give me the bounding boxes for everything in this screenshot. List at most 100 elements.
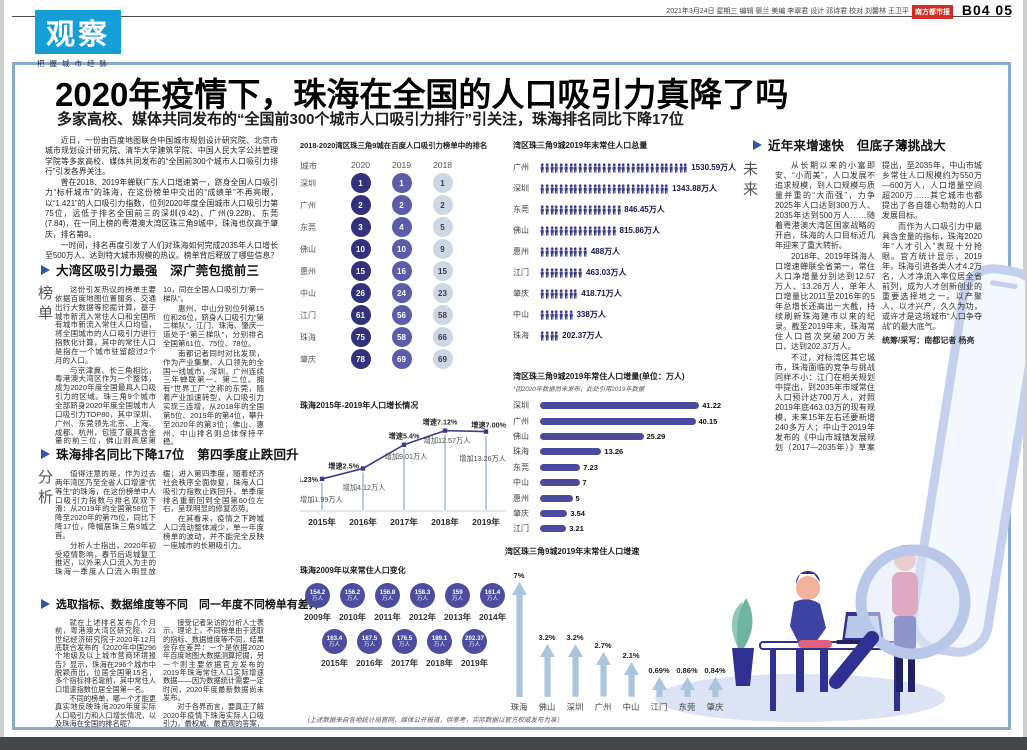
page-number: B04 05 (961, 2, 1013, 18)
person-icon (607, 204, 611, 215)
rank-circle: 26 (350, 283, 371, 303)
person-icon (550, 288, 554, 299)
person-icons (540, 204, 621, 216)
population-circle: 202.37 万人 (462, 629, 487, 654)
value-label: 338万人 (576, 310, 606, 319)
person-icon (636, 183, 640, 194)
population-circle-item: 163.4 万人 2015年 (317, 629, 352, 669)
year-label: 2016年 (355, 658, 383, 668)
population-circle-item: 156.8 万人 2011年 (370, 583, 405, 623)
bar (540, 448, 602, 456)
person-icon (554, 330, 559, 341)
masthead-tagline: 把握城市经脉 (37, 59, 112, 68)
person-icon (588, 183, 592, 194)
chart-title: 2018-2020湾区珠三角9城在百度人口吸引力榜单中的排名 (300, 141, 488, 150)
section-heading: 选取指标、数据维度等不同 同一年度不同榜单有差异 (41, 596, 320, 612)
section-heading: 大湾区吸引力最强 深广莞包揽前三 (41, 260, 264, 279)
person-icon (545, 288, 549, 299)
section-title: 珠海排名同比下降17位 第四季度止跌回升 (56, 448, 299, 462)
pictograph-row: 惠州 488万人 (513, 241, 729, 262)
person-icon (554, 162, 559, 173)
person-icon (540, 267, 544, 278)
pictograph-row: 佛山 815.86万人 (513, 220, 729, 241)
rank-circle: 2 (350, 195, 371, 215)
value-label: 7 (582, 478, 587, 488)
person-icon (550, 267, 554, 278)
paragraph: 不同的榜单，哪一个才能更真实地反映珠海2020年度实际人口吸引力和人口增长情况，… (55, 694, 156, 729)
table-row: 中山 26 24 23 (300, 282, 506, 304)
illustration (655, 264, 1025, 722)
section-title: 近年来增速快 但底子薄挑战大 (768, 139, 946, 153)
person-icon (574, 183, 578, 194)
city-label: 惠州 (300, 266, 316, 276)
person-icon (593, 225, 597, 236)
bar-row: 广州 40.15 (513, 413, 729, 428)
floor-platform (655, 674, 945, 722)
city-label: 江门 (513, 524, 529, 534)
person-icon (578, 225, 583, 236)
bar-row: 佛山 25.29 (513, 429, 729, 444)
rank-circle: 1 (391, 173, 412, 193)
person-icon (669, 162, 673, 173)
population-circle-item: 158.3 万人 2012年 (405, 583, 440, 623)
table-row: 珠海 75 58 66 (300, 326, 506, 348)
population-circle-item: 189.1 万人 2018年 (422, 629, 457, 669)
triangle-icon (753, 139, 762, 150)
pictograph-row: 江门 463.03万人 (513, 262, 729, 283)
data-label: 增加12.57万人 (424, 436, 471, 445)
population-circle-item: 202.37 万人 2019年 (457, 629, 492, 669)
population-circle: 163.4 万人 (322, 629, 347, 654)
circle-row: 154.2 万人 2009年 156.2 万人 2010年 156.8 万人 2011年 158.… (300, 583, 512, 623)
person-icon (578, 267, 583, 278)
pictograph-row: 中山 338万人 (513, 304, 729, 325)
year-label: 2015年 (320, 658, 348, 668)
rank-circle: 69 (432, 349, 453, 369)
population-circle-item: 154.2 万人 2009年 (300, 583, 335, 623)
person-icons (540, 162, 688, 174)
ranking-table-chart: 2018-2020湾区珠三角9城在百度人口吸引力榜单中的排名 城市 2020 201… (300, 140, 506, 370)
year-label: 2019年 (460, 658, 488, 668)
person-icon (545, 330, 549, 341)
person-icons (540, 225, 617, 237)
section-bangdan: 大湾区吸引力最强 深广莞包揽前三 这份引发热议的榜单主要依据百度地图位置服务、交… (41, 260, 264, 454)
person-icon (569, 183, 573, 194)
value-label: 40.15 (698, 416, 718, 426)
person-icon (554, 183, 559, 194)
person-icons (540, 330, 559, 342)
charts-footnote: （上述数据来自各地统计局官网、媒体公开报道，供参考，实际数据以官方权威发布为准） (303, 717, 563, 724)
paragraph: 对于各界而言，要真正了解2020年疫情下珠海实际人口吸引力，最权威、最直观的答案… (163, 702, 264, 729)
rank-circle: 61 (350, 305, 371, 325)
city-label: 深圳 (300, 178, 316, 188)
value-label: 463.03万人 (586, 268, 627, 277)
rank-circle: 3 (350, 217, 371, 237)
person-icon (631, 183, 635, 194)
person-icon (612, 225, 616, 236)
city-label: 广州 (513, 416, 529, 426)
person-icon (550, 309, 554, 320)
city-label: 广州 (513, 163, 529, 172)
section-fenxi: 珠海排名同比下降17位 第四季度止跌回升 值得注意的是，作为过去两年湾区乃至全省… (41, 444, 299, 582)
paragraph: 南都记者同时对比发现，作为产业集聚、人口领先的全国一线城市，深圳、广州连续三年蝉… (163, 348, 264, 447)
city-label: 佛山 (513, 226, 529, 235)
city-label: 广州 (300, 200, 316, 210)
person-icon (554, 246, 559, 257)
arrow-items: 7% 珠海 3.2% 佛山 3.2% 深圳 2.7% 广州 2.1% 中山 0.69% 江门 0.86%… (505, 561, 735, 713)
rank-circle: 24 (391, 283, 412, 303)
person-icon (564, 162, 568, 173)
data-label: 增速7.00% (471, 421, 506, 430)
arrow-item: 0.69% 江门 (645, 666, 673, 713)
city-label: 江门 (300, 310, 316, 320)
section-body: 从长期以来的小富即安、“小而美”，人口发展不追求规模，到人口规模与质量并重的“大… (775, 161, 982, 461)
person-icon (593, 162, 597, 173)
person-icon (602, 162, 606, 173)
percent-label: 2.1% (622, 651, 640, 661)
city-label: 中山 (513, 310, 529, 319)
value-label: 5 (575, 493, 580, 503)
chart-title: 湾区珠三角9城2019年末常住人口总量 (513, 141, 648, 150)
bar-row: 惠州 5 (513, 490, 729, 505)
bar-row: 东莞 7.23 (513, 460, 729, 475)
value-label: 7.23 (583, 462, 598, 472)
person-icon (588, 225, 592, 236)
line-chart-svg: 增速1.23% 增速2.5% 增速5.4%增速7.12% 增速7.00% 增加1.99万… (283, 418, 506, 527)
person-icon (540, 204, 544, 215)
